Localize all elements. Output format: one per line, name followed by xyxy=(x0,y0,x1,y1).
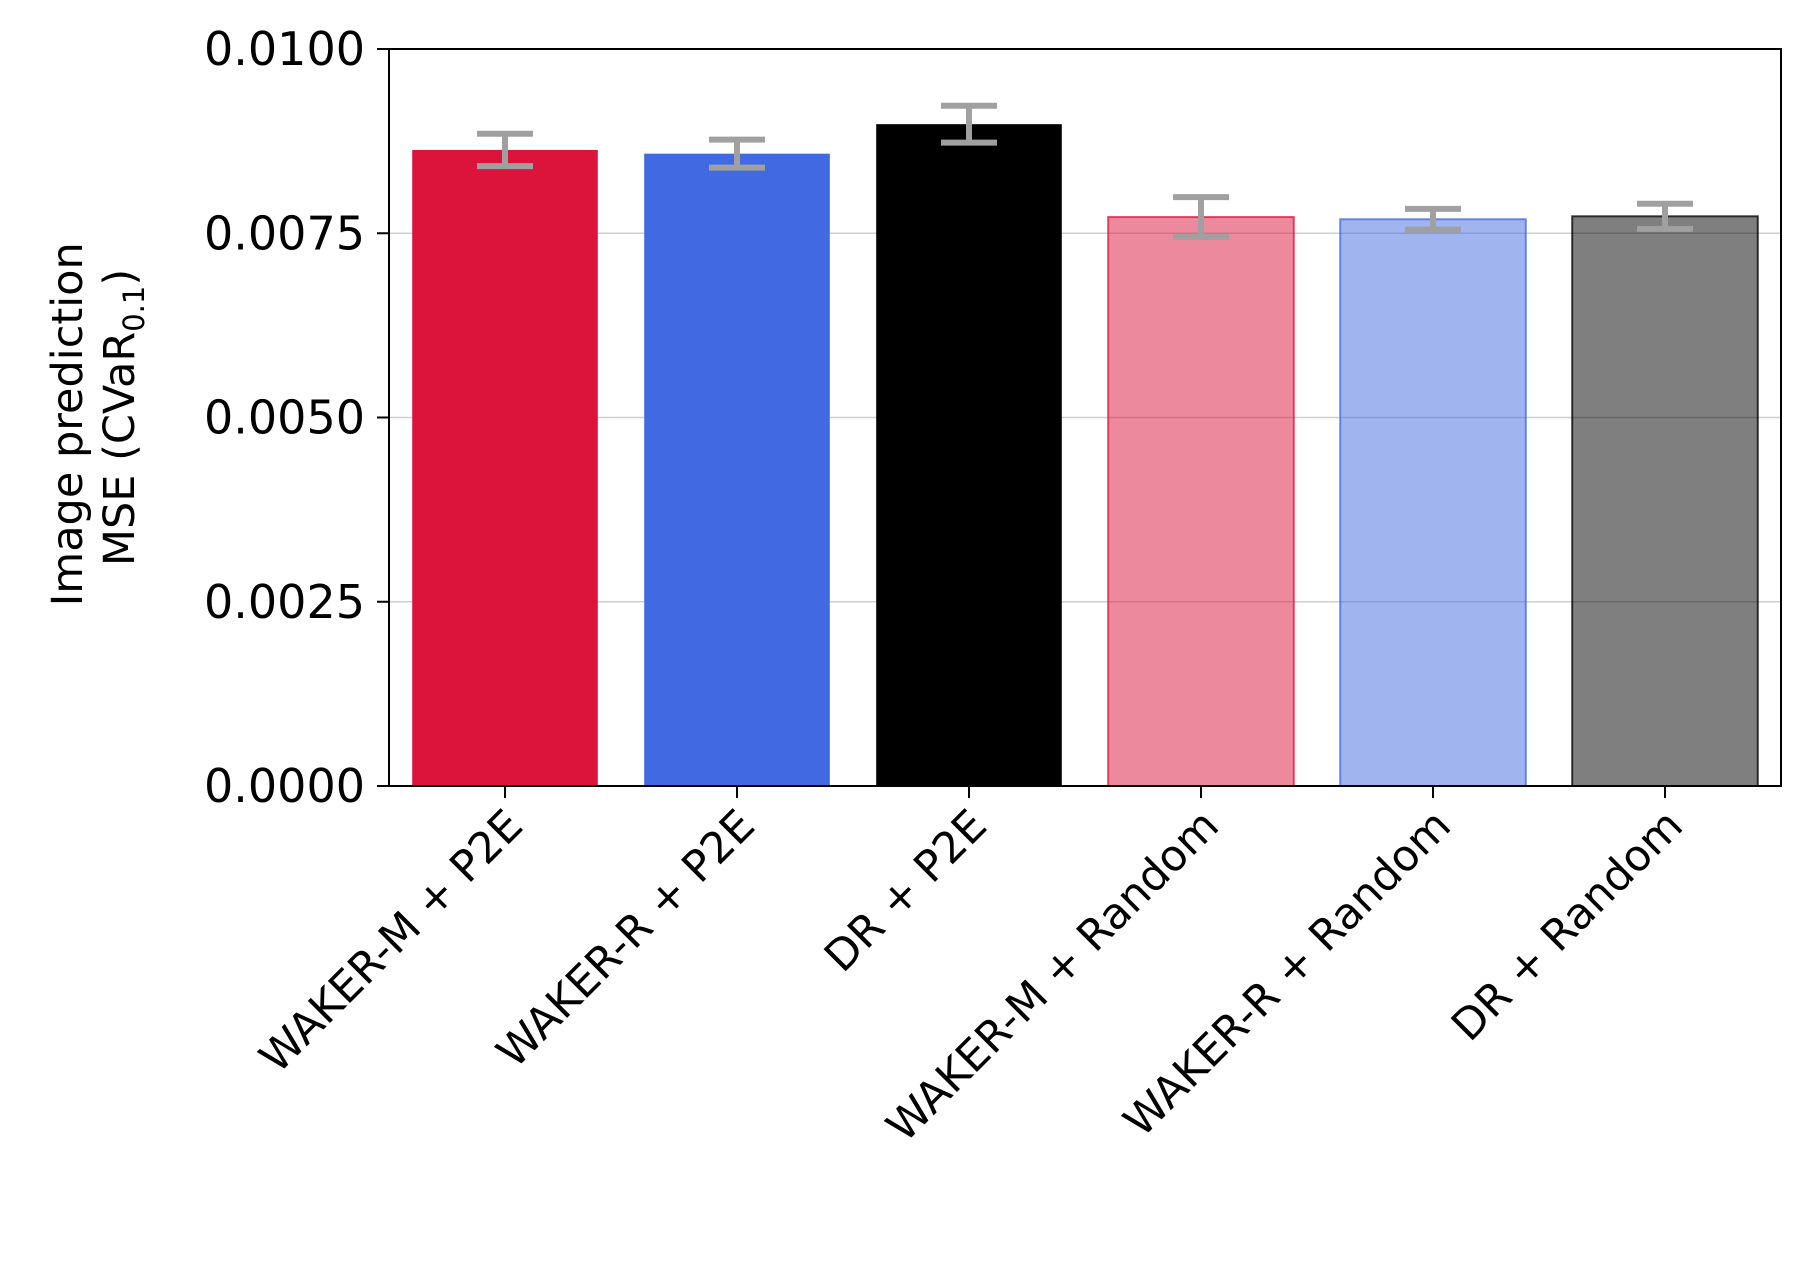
bars xyxy=(412,124,1759,787)
bar xyxy=(644,153,830,787)
y-axis-label-line2: MSE (CVaR0.1) xyxy=(95,269,151,566)
error-bar xyxy=(1405,205,1461,233)
error-bars xyxy=(477,102,1693,240)
bar xyxy=(1339,218,1527,787)
y-tick-label: 0.0100 xyxy=(204,22,365,76)
bar xyxy=(412,149,598,786)
y-axis-label: Image prediction MSE (CVaR0.1) xyxy=(43,229,151,607)
bar xyxy=(1107,216,1295,787)
y-tick-label: 0.0050 xyxy=(204,391,365,445)
y-axis: 0.0000 0.0025 0.0050 0.0075 0.0100 xyxy=(204,22,389,813)
bar xyxy=(1571,215,1759,787)
error-bar xyxy=(1637,200,1693,232)
error-bar xyxy=(1173,194,1229,240)
y-axis-label-line1: Image prediction xyxy=(43,242,93,606)
y-tick-label: 0.0075 xyxy=(204,206,365,260)
x-tick-label: WAKER-R + P2E xyxy=(487,800,764,1077)
bar xyxy=(876,124,1062,786)
error-bar xyxy=(941,102,997,146)
y-tick-label: 0.0000 xyxy=(204,759,365,813)
grid-lines xyxy=(389,232,1781,603)
error-bar xyxy=(477,130,533,170)
x-tick-label: DR + P2E xyxy=(815,800,997,982)
error-bar xyxy=(709,136,765,171)
y-tick-label: 0.0025 xyxy=(204,575,365,629)
x-tick-label: DR + Random xyxy=(1442,800,1693,1051)
